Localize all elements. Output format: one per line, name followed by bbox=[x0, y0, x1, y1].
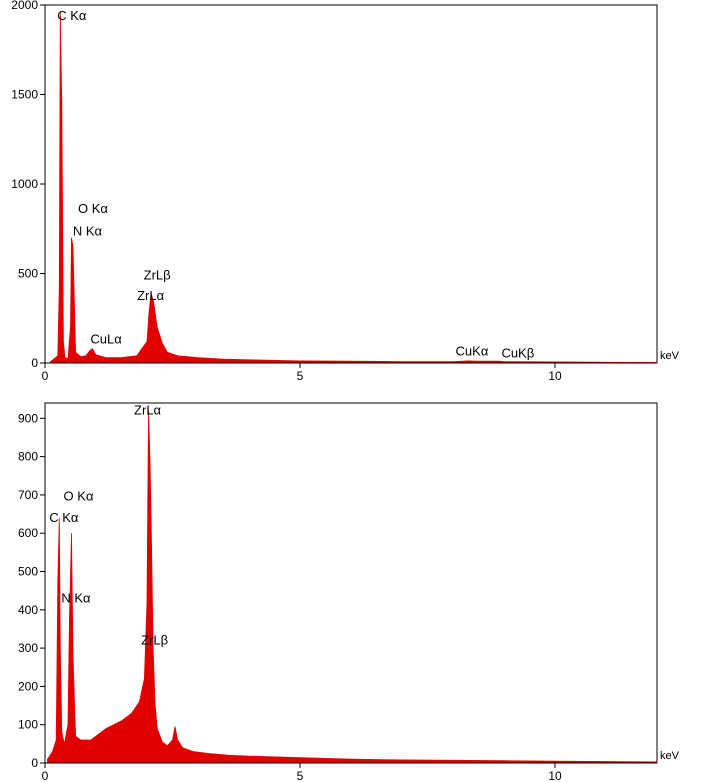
y-tick-label: 900 bbox=[18, 411, 38, 425]
y-tick-label: 800 bbox=[18, 450, 38, 464]
y-tick-label: 500 bbox=[18, 565, 38, 579]
spectrum-panel-1: 0 500 1000 1500 2000 0 5 10 keV C Kα O Kα N Kα ZrLβ Z… bbox=[11, 0, 679, 383]
peak-annotation: ZrLα bbox=[137, 288, 165, 303]
peak-annotation: ZrLβ bbox=[141, 633, 168, 648]
spectrum-panel-2: 0 100 200 300 400 500 600 700 800 900 0 5 10 keV ZrLα O… bbox=[18, 402, 680, 782]
x-tick-label: 10 bbox=[548, 769, 562, 782]
spectrum-area bbox=[49, 12, 658, 364]
peak-annotation: CuLα bbox=[90, 331, 122, 346]
x-tick-label: 5 bbox=[297, 769, 304, 782]
peak-annotation: N Kα bbox=[61, 590, 91, 605]
peak-annotation: CuKβ bbox=[501, 346, 534, 361]
peak-annotation: O Kα bbox=[64, 489, 94, 504]
peak-annotation: O Kα bbox=[78, 201, 108, 216]
y-tick-label: 1000 bbox=[11, 177, 38, 191]
peak-annotation: C Kα bbox=[49, 510, 79, 525]
y-tick-label: 400 bbox=[18, 603, 38, 617]
x-tick-label: 0 bbox=[42, 769, 49, 782]
y-tick-label: 300 bbox=[18, 641, 38, 655]
y-tick-label: 0 bbox=[31, 756, 38, 770]
peak-annotation: ZrLα bbox=[134, 403, 162, 418]
y-tick-label: 700 bbox=[18, 488, 38, 502]
x-tick-label: 0 bbox=[42, 369, 49, 383]
peak-annotation: C Kα bbox=[57, 8, 87, 23]
x-axis-unit-label: keV bbox=[660, 350, 680, 362]
peak-annotation: CuKα bbox=[456, 344, 489, 359]
spectrum-area bbox=[47, 410, 658, 764]
x-axis-unit-label: keV bbox=[660, 750, 680, 762]
y-tick-label: 1500 bbox=[11, 88, 38, 102]
peak-annotation: ZrLβ bbox=[144, 268, 171, 283]
x-tick-label: 10 bbox=[548, 369, 562, 383]
x-tick-label: 5 bbox=[297, 369, 304, 383]
y-tick-label: 2000 bbox=[11, 0, 38, 12]
y-tick-label: 100 bbox=[18, 718, 38, 732]
y-tick-label: 200 bbox=[18, 679, 38, 693]
peak-annotation: N Kα bbox=[73, 223, 103, 238]
y-tick-label: 0 bbox=[31, 356, 38, 370]
plot-frame bbox=[44, 4, 658, 364]
y-tick-label: 600 bbox=[18, 526, 38, 540]
y-tick-label: 500 bbox=[18, 267, 38, 281]
